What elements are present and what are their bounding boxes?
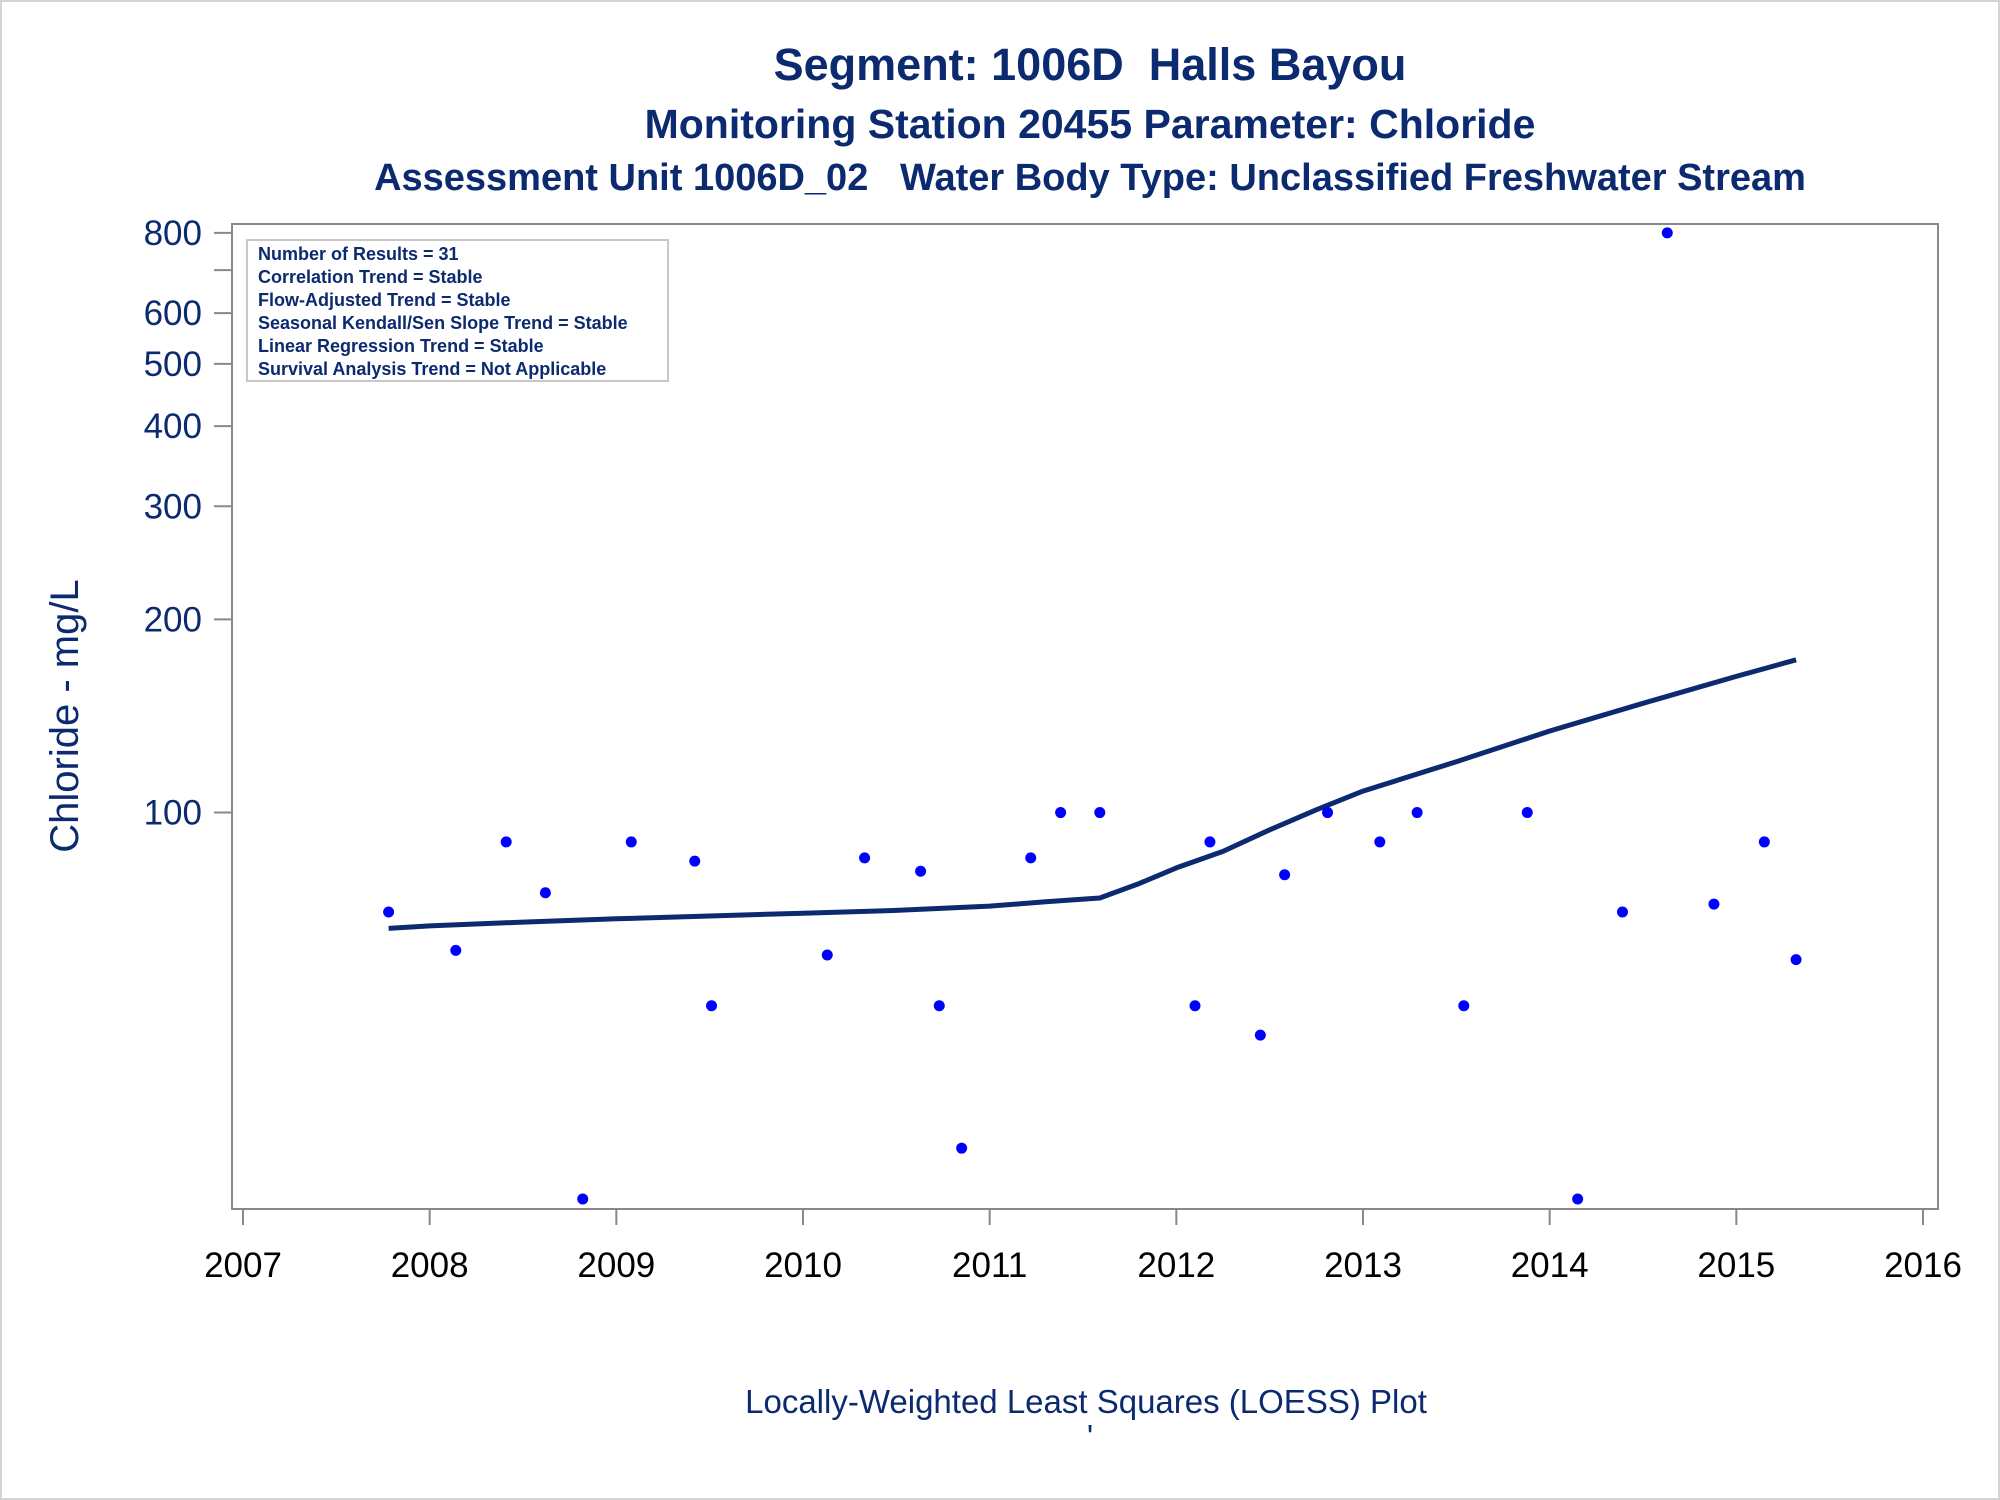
data-point (956, 1142, 968, 1154)
data-point (1661, 227, 1673, 239)
info-line: Survival Analysis Trend = Not Applicable (258, 359, 606, 379)
info-box-border (246, 239, 669, 382)
x-tick-label: 2007 (204, 1246, 282, 1285)
x-tick-label: 2015 (1697, 1246, 1775, 1285)
y-tick-label: 500 (144, 345, 202, 384)
data-point (1189, 1000, 1201, 1012)
data-point (539, 887, 551, 899)
chart-title: Segment: 1006D Halls Bayou (774, 39, 1407, 90)
data-point (1094, 807, 1106, 819)
data-point (1572, 1193, 1584, 1205)
data-point (1758, 836, 1770, 848)
info-box: Number of Results = 31 Correlation Trend… (246, 239, 669, 382)
data-point (706, 1000, 718, 1012)
data-point (1708, 898, 1720, 910)
data-point (1322, 807, 1334, 819)
data-point (689, 855, 701, 867)
data-point (859, 852, 871, 864)
data-point (577, 1193, 589, 1205)
y-tick-label: 100 (144, 794, 202, 833)
data-point (1374, 836, 1386, 848)
data-point (915, 865, 927, 877)
data-point (1521, 807, 1533, 819)
x-tick-label: 2014 (1511, 1246, 1589, 1285)
x-tick-label: 2008 (391, 1246, 469, 1285)
y-tick-label: 200 (144, 600, 202, 639)
info-line: Correlation Trend = Stable (258, 267, 483, 287)
info-line: Number of Results = 31 (258, 244, 459, 264)
x-tick-label: 2013 (1324, 1246, 1402, 1285)
data-point (500, 836, 512, 848)
data-point (1254, 1029, 1266, 1041)
info-line: Seasonal Kendall/Sen Slope Trend = Stabl… (258, 313, 628, 333)
x-tick-label: 2012 (1137, 1246, 1215, 1285)
data-point (625, 836, 637, 848)
x-tick-label: 2011 (952, 1246, 1027, 1285)
data-point (933, 1000, 945, 1012)
x-axis: 2007 2008 2009 2010 2011 2012 2013 2014 2015 2016 (204, 1209, 1962, 1285)
x-tick-label: 2010 (764, 1246, 842, 1285)
x-tick-label: 2009 (577, 1246, 655, 1285)
y-tick-label: 300 (144, 487, 202, 526)
data-point (1790, 954, 1802, 966)
info-line: Linear Regression Trend = Stable (258, 336, 544, 356)
x-tick-label: 2016 (1884, 1246, 1962, 1285)
footnote-mark: ' (1087, 1418, 1093, 1455)
y-tick-label: 800 (144, 214, 202, 253)
y-tick-label: 600 (144, 294, 202, 333)
x-axis-label: Locally-Weighted Least Squares (LOESS) P… (745, 1383, 1427, 1420)
data-point (1616, 906, 1628, 918)
y-tick-label: 400 (144, 407, 202, 446)
data-point (1204, 836, 1216, 848)
data-point (1411, 807, 1423, 819)
info-line: Flow-Adjusted Trend = Stable (258, 290, 511, 310)
data-point (1279, 869, 1291, 881)
data-point (450, 944, 462, 956)
data-point (1055, 807, 1067, 819)
y-axis: 800 600 500 400 300 200 100 (144, 214, 232, 833)
plot-area (231, 223, 1939, 1210)
data-point (821, 949, 833, 961)
data-points (383, 227, 1802, 1205)
y-axis-label: Chloride - mg/L (43, 579, 87, 852)
chart-subtitle-2: Assessment Unit 1006D_02 Water Body Type… (374, 157, 1806, 199)
chart-subtitle: Monitoring Station 20455 Parameter: Chlo… (645, 101, 1536, 147)
data-point (1025, 852, 1037, 864)
data-point (1458, 1000, 1470, 1012)
loess-line (388, 657, 1797, 931)
data-point (383, 906, 395, 918)
